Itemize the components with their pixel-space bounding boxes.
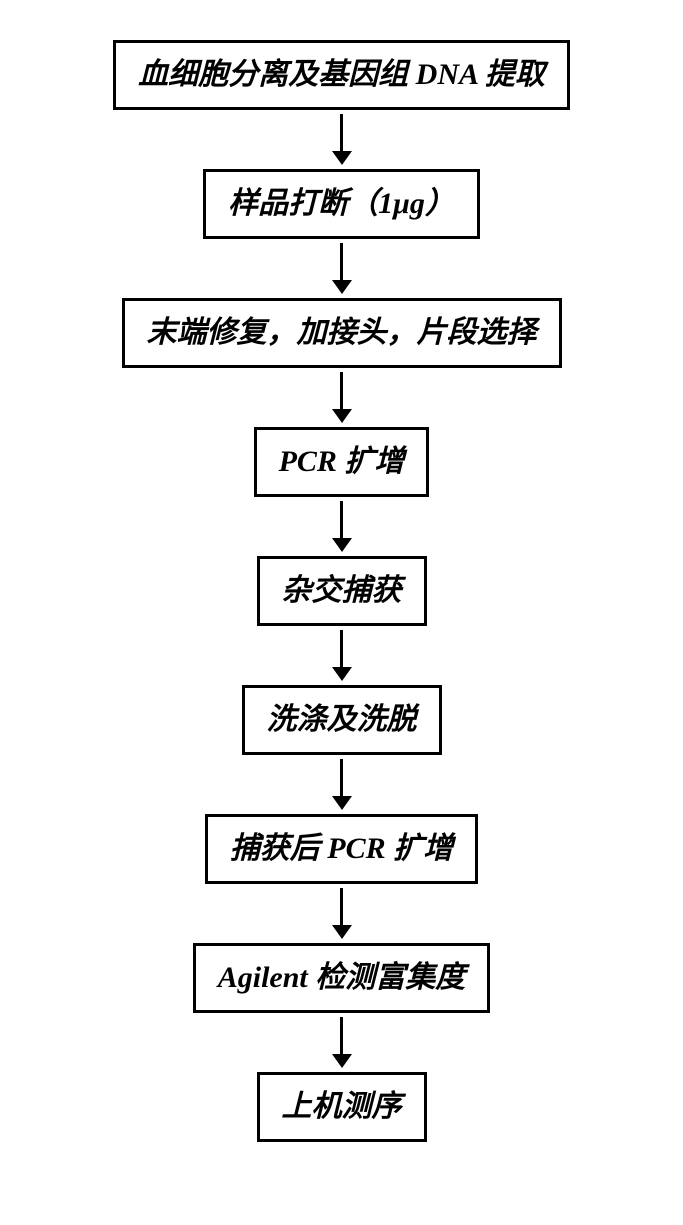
flow-node: 样品打断（1μg） xyxy=(203,169,480,239)
flow-node-label: 末端修复，加接头，片段选择 xyxy=(147,316,537,349)
flow-node-label: 杂交捕获 xyxy=(282,574,402,607)
arrow-line xyxy=(340,114,343,152)
flow-arrow xyxy=(332,630,352,681)
arrow-head-icon xyxy=(332,667,352,681)
flow-node-label: 样品打断（1μg） xyxy=(228,187,455,220)
flow-node: 捕获后 PCR 扩增 xyxy=(205,814,478,884)
flow-node-label: 血细胞分离及基因组 DNA 提取 xyxy=(138,58,545,91)
flow-node: PCR 扩增 xyxy=(254,427,430,497)
flow-node-label: 洗涤及洗脱 xyxy=(267,703,417,736)
flow-arrow xyxy=(332,372,352,423)
arrow-line xyxy=(340,243,343,281)
flow-node-label: Agilent 检测富集度 xyxy=(218,961,466,994)
flow-node-label: 上机测序 xyxy=(282,1090,402,1123)
flow-node: Agilent 检测富集度 xyxy=(193,943,491,1013)
arrow-head-icon xyxy=(332,925,352,939)
arrow-head-icon xyxy=(332,796,352,810)
arrow-head-icon xyxy=(332,1054,352,1068)
arrow-line xyxy=(340,630,343,668)
arrow-head-icon xyxy=(332,409,352,423)
flow-arrow xyxy=(332,243,352,294)
flow-node: 杂交捕获 xyxy=(257,556,427,626)
arrow-line xyxy=(340,501,343,539)
flow-node: 末端修复，加接头，片段选择 xyxy=(122,298,562,368)
flow-arrow xyxy=(332,501,352,552)
arrow-head-icon xyxy=(332,280,352,294)
flow-arrow xyxy=(332,888,352,939)
flow-node: 上机测序 xyxy=(257,1072,427,1142)
flow-arrow xyxy=(332,1017,352,1068)
arrow-line xyxy=(340,1017,343,1055)
arrow-head-icon xyxy=(332,151,352,165)
arrow-line xyxy=(340,372,343,410)
flow-node-label: 捕获后 PCR 扩增 xyxy=(230,832,453,865)
flow-arrow xyxy=(332,114,352,165)
flow-node: 血细胞分离及基因组 DNA 提取 xyxy=(113,40,570,110)
arrow-line xyxy=(340,759,343,797)
flow-node: 洗涤及洗脱 xyxy=(242,685,442,755)
flow-arrow xyxy=(332,759,352,810)
flow-node-label: PCR 扩增 xyxy=(279,445,405,478)
flowchart-container: 血细胞分离及基因组 DNA 提取 样品打断（1μg） 末端修复，加接头，片段选择… xyxy=(113,40,570,1142)
arrow-line xyxy=(340,888,343,926)
arrow-head-icon xyxy=(332,538,352,552)
